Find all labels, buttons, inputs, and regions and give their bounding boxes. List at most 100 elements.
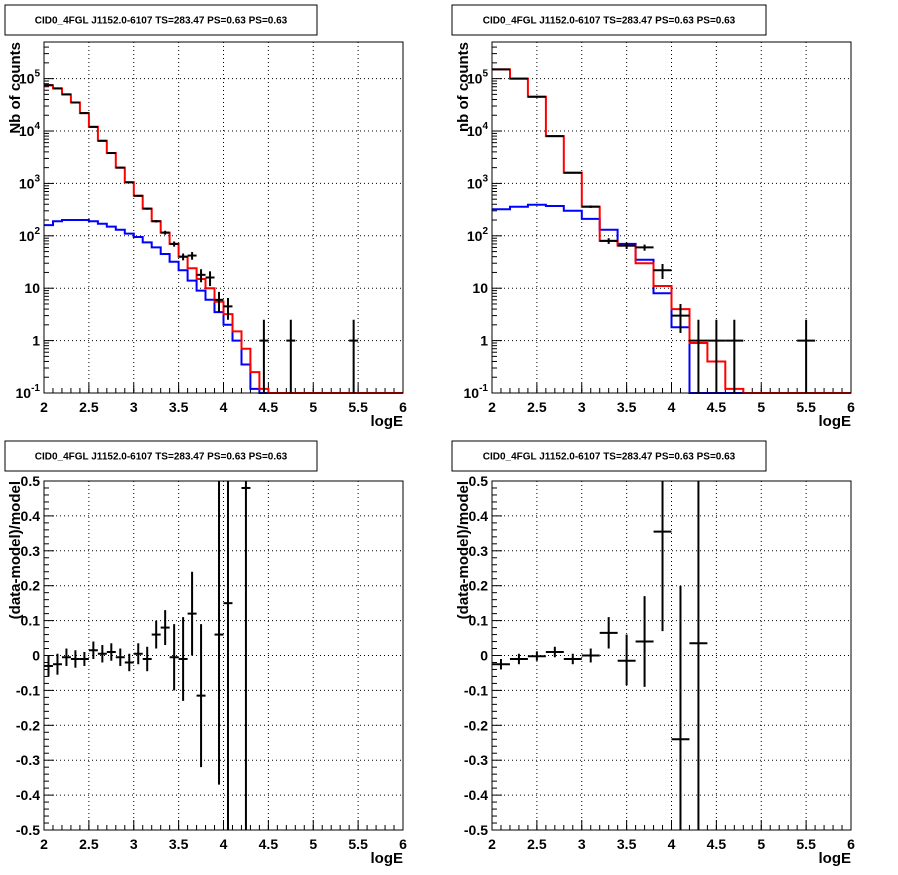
histogram-series-2 [492,68,851,394]
x-tick-label: 5 [757,836,765,852]
data-point [492,658,510,670]
title-box [451,4,767,36]
data-point [187,252,197,260]
x-tick-label: 5.5 [348,836,368,852]
data-point [187,571,197,656]
x-tick-label: 4.5 [707,399,727,415]
data-point [160,610,170,646]
x-tick-label: 2 [40,836,48,852]
data-point [563,171,582,174]
y-tick-label: 0.1 [469,613,489,629]
data-point [349,319,359,393]
x-tick-label: 6 [847,836,855,852]
x-tick-label: 2.5 [527,836,547,852]
x-tick-label: 4.5 [259,399,279,415]
plot-frame [491,480,852,831]
x-tick-label: 2.5 [527,399,547,415]
data-point [196,269,206,283]
plot-frame [43,41,404,394]
title-box [451,440,767,472]
x-tick-label: 6 [399,399,407,415]
data-point [563,653,582,665]
y-tick-label: 10 [472,280,488,296]
data-point [286,319,296,393]
x-axis-label: logE [371,850,404,867]
y-tick-label: 104 [19,121,41,139]
y-tick-label: -0.5 [16,822,40,838]
x-tick-label: 2.5 [79,399,99,415]
x-tick-label: 6 [847,399,855,415]
data-point [581,205,600,208]
data-point [635,596,654,687]
y-tick-label: -0.2 [464,717,488,733]
data-point [124,181,134,184]
data-point [599,238,618,244]
data-point [707,319,726,393]
x-tick-label: 5.5 [796,399,816,415]
x-tick-label: 3 [578,836,586,852]
title-box [4,440,318,472]
data-point [214,481,224,785]
data-point [151,220,161,223]
y-tick-label: -0.3 [464,752,488,768]
data-point [617,242,636,250]
chart-panel-1: CID0_4FGL J1152.0-6107 TS=283.47 PS=0.63… [4,4,407,430]
data-point [259,319,269,393]
data-point [581,648,600,663]
x-tick-label: 3 [130,399,138,415]
plot-frame [491,41,852,394]
x-tick-label: 2.5 [79,836,99,852]
data-point [527,95,546,98]
data-point [142,207,152,210]
data-point [133,194,143,197]
data-point [241,481,251,830]
y-tick-label: 105 [19,69,41,87]
data-point [151,620,161,649]
y-tick-label: 0.3 [21,543,41,559]
y-tick-label: 0.5 [21,473,41,489]
x-tick-label: 2 [488,836,496,852]
data-point [671,585,690,830]
y-tick-label: -0.4 [16,787,40,803]
y-tick-label: 0.2 [469,578,489,594]
x-tick-label: 3.5 [169,836,189,852]
data-point [97,645,107,663]
x-tick-label: 4 [668,399,676,415]
y-tick-label: 102 [467,226,489,244]
y-axis-label: (data-model)/model [455,481,472,619]
data-point [689,481,708,830]
chart-panel-3: CID0_4FGL J1152.0-6107 TS=283.47 PS=0.63… [4,440,407,867]
data-point [178,253,188,261]
data-point [115,166,125,169]
y-tick-label: -0.1 [16,682,40,698]
y-tick-label: 103 [19,173,41,191]
data-point [142,646,152,672]
data-point [169,241,179,247]
data-point [196,624,206,768]
y-tick-label: -0.4 [464,787,488,803]
data-point [671,303,690,333]
y-tick-label: 0 [480,648,488,664]
data-point [653,263,672,279]
x-tick-label: 3.5 [617,836,637,852]
y-tick-label: 0.4 [469,508,489,524]
data-point [797,319,816,393]
data-point [214,291,224,313]
y-tick-label: 1 [480,333,488,349]
title-box [4,4,318,36]
x-tick-label: 5.5 [348,399,368,415]
chart-title: CID0_4FGL J1152.0-6107 TS=283.47 PS=0.63… [35,16,288,27]
x-tick-label: 4 [220,399,228,415]
y-tick-label: 0.5 [469,473,489,489]
data-point [133,643,143,665]
x-tick-label: 5 [757,399,765,415]
data-point [160,230,170,235]
data-point [52,87,62,90]
data-point [653,481,672,632]
y-axis-label: nb of counts [455,42,472,132]
x-tick-label: 4 [220,836,228,852]
x-tick-label: 4.5 [707,836,727,852]
data-point [97,139,107,142]
y-tick-label: -0.1 [464,682,488,698]
x-tick-label: 5 [309,836,317,852]
